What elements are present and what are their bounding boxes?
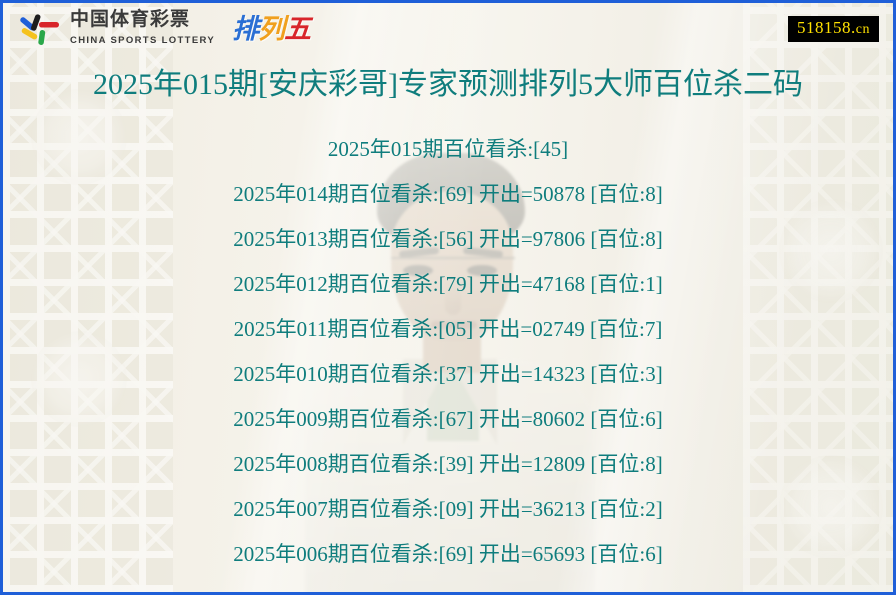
prediction-row: 2025年008期百位看杀:[39] 开出=12809 [百位:8] (3, 442, 893, 487)
prediction-row-text: 2025年007期百位看杀:[09] 开出=36213 [百位:2] (233, 497, 663, 521)
page-title: 2025年015期[安庆彩哥]专家预测排列5大师百位杀二码 (93, 68, 803, 101)
watermark-tld-text: cn (855, 22, 870, 38)
portrait-face (391, 191, 513, 341)
prediction-row: 2025年015期百位看杀:[45] (3, 127, 893, 172)
background-portrait (299, 153, 599, 592)
prediction-row: 2025年006期百位看杀:[69] 开出=65693 [百位:6] (3, 532, 893, 577)
prediction-row: 2025年007期百位看杀:[09] 开出=36213 [百位:2] (3, 487, 893, 532)
prediction-row: 2025年012期百位看杀:[79] 开出=47168 [百位:1] (3, 262, 893, 307)
prediction-row-text: 2025年009期百位看杀:[67] 开出=80602 [百位:6] (233, 407, 663, 431)
watermark-domain-badge: 518158.cn (788, 16, 879, 42)
prediction-row-text: 2025年012期百位看杀:[79] 开出=47168 [百位:1] (233, 272, 663, 296)
prediction-row: 2025年010期百位看杀:[37] 开出=14323 [百位:3] (3, 352, 893, 397)
brand-text-block: 中国体育彩票 CHINA SPORTS LOTTERY (70, 8, 216, 48)
game-name-char-2: 列 (258, 13, 285, 45)
prediction-row-text: 2025年015期百位看杀:[45] (327, 137, 569, 161)
portrait-mouth (431, 321, 477, 329)
site-header: 中国体育彩票 CHINA SPORTS LOTTERY 排列五 518158.c… (3, 3, 893, 55)
prediction-row: 2025年009期百位看杀:[67] 开出=80602 [百位:6] (3, 397, 893, 442)
prediction-row-text: 2025年014期百位看杀:[69] 开出=50878 [百位:8] (233, 182, 663, 206)
brand-name-en: CHINA SPORTS LOTTERY (70, 35, 216, 46)
watermark-domain-text: 518158. (797, 18, 856, 38)
game-name-pailie5: 排列五 (232, 13, 311, 45)
prediction-row-text: 2025年010期百位看杀:[37] 开出=14323 [百位:3] (233, 362, 663, 386)
portrait-eye (403, 265, 433, 276)
portrait-nose (445, 281, 461, 315)
prediction-row: 2025年014期百位看杀:[69] 开出=50878 [百位:8] (3, 172, 893, 217)
brand-name-cn: 中国体育彩票 (70, 8, 191, 30)
portrait-collar (403, 359, 451, 445)
prediction-row: 2025年011期百位看杀:[05] 开出=02749 [百位:7] (3, 307, 893, 352)
portrait-hair (377, 153, 525, 245)
portrait-eye (467, 265, 497, 276)
prediction-row: 2025年013期百位看杀:[56] 开出=97806 [百位:8] (3, 217, 893, 262)
prediction-row-text: 2025年006期百位看杀:[69] 开出=65693 [百位:6] (233, 542, 663, 566)
prediction-list: 2025年015期百位看杀:[45] 2025年014期百位看杀:[69] 开出… (3, 127, 893, 577)
game-name-char-3: 五 (284, 13, 311, 45)
prediction-row-text: 2025年011期百位看杀:[05] 开出=02749 [百位:7] (233, 317, 663, 341)
game-name-char-1: 排 (232, 13, 259, 45)
brand-logo-group[interactable]: 中国体育彩票 CHINA SPORTS LOTTERY 排列五 (17, 8, 311, 48)
portrait-shirt (427, 361, 479, 441)
prediction-row-text: 2025年013期百位看杀:[56] 开出=97806 [百位:8] (233, 227, 663, 251)
portrait-neck (423, 329, 481, 373)
prediction-row-text: 2025年008期百位看杀:[39] 开出=12809 [百位:8] (233, 452, 663, 476)
portrait-glasses (391, 257, 515, 287)
portrait-collar (449, 359, 497, 445)
china-sports-lottery-logo-icon (17, 12, 61, 46)
portrait-coat (305, 359, 595, 592)
